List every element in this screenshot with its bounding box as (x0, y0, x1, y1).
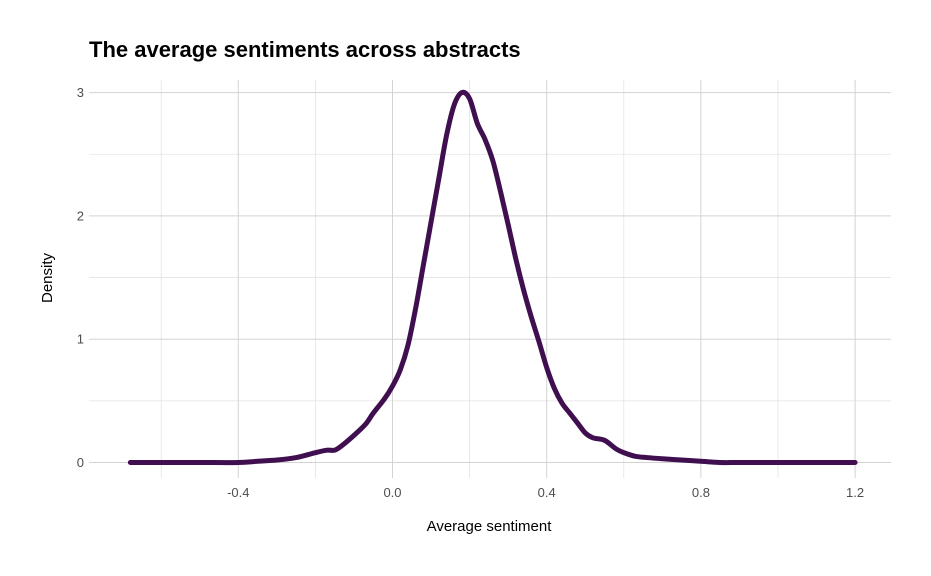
tick-labels: -0.4 0.0 0.4 0.8 1.2 0 1 2 3 (77, 85, 864, 500)
x-tick-label: 0.0 (383, 485, 401, 500)
x-tick-label: 0.4 (538, 485, 556, 500)
y-tick-label: 2 (77, 208, 84, 223)
y-tick-label: 0 (77, 455, 84, 470)
y-axis-title: Density (39, 252, 56, 303)
density-curve-layer (127, 89, 858, 466)
y-tick-label: 3 (77, 85, 84, 100)
grid (89, 80, 891, 478)
x-tick-label: 1.2 (846, 485, 864, 500)
x-axis-title: Average sentiment (427, 518, 553, 535)
x-tick-label: -0.4 (227, 485, 249, 500)
chart-title: The average sentiments across abstracts (89, 37, 521, 62)
x-tick-label: 0.8 (692, 485, 710, 500)
y-tick-label: 1 (77, 332, 84, 347)
density-line (127, 89, 858, 466)
